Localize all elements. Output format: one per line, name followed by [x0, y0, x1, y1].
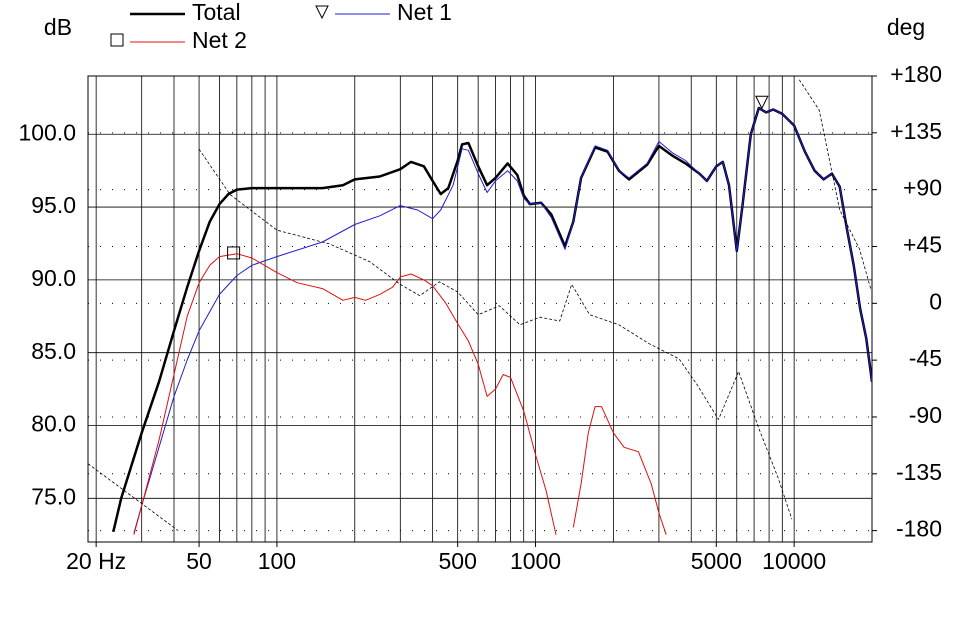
y2-tick-label: -45: [909, 345, 942, 371]
legend-label: Total: [192, 0, 241, 25]
marker: [227, 246, 241, 260]
legend-marker: [315, 5, 329, 20]
y-tick-label: 100.0: [18, 119, 76, 145]
x-tick-label: 100: [258, 548, 296, 574]
legend-label: Net 2: [192, 27, 247, 53]
plot-frame: [87, 75, 873, 543]
y2-tick-label: -135: [896, 459, 942, 485]
y2-tick-label: +45: [903, 232, 942, 258]
y-axis-label: dB: [44, 14, 72, 40]
x-tick-label: 1000: [510, 548, 561, 574]
y-tick-label: 95.0: [31, 192, 76, 218]
x-tick-label: 10000: [762, 548, 826, 574]
y2-tick-label: +135: [890, 118, 942, 144]
y-tick-label: 80.0: [31, 411, 76, 437]
x-tick-label: 20 Hz: [66, 548, 126, 574]
legend-marker: [110, 33, 124, 47]
x-tick-label: 5000: [691, 548, 742, 574]
series-line: [133, 107, 872, 534]
y2-tick-label: 0: [929, 288, 942, 314]
marker: [755, 95, 769, 110]
legend-label: Net 1: [397, 0, 452, 25]
y2-axis-label: deg: [887, 14, 925, 40]
y2-tick-label: +90: [903, 175, 942, 201]
plot-area: [88, 79, 872, 535]
y2-tick-label: +180: [890, 61, 942, 87]
y-tick-label: 85.0: [31, 338, 76, 364]
y2-tick-label: -180: [896, 516, 942, 542]
y-tick-label: 75.0: [31, 483, 76, 509]
y-tick-label: 90.0: [31, 265, 76, 291]
x-tick-label: 500: [438, 548, 476, 574]
series-line: [133, 253, 667, 535]
y2-tick-label: -90: [909, 402, 942, 428]
x-tick-label: 50: [186, 548, 212, 574]
phase-line: [88, 79, 872, 531]
